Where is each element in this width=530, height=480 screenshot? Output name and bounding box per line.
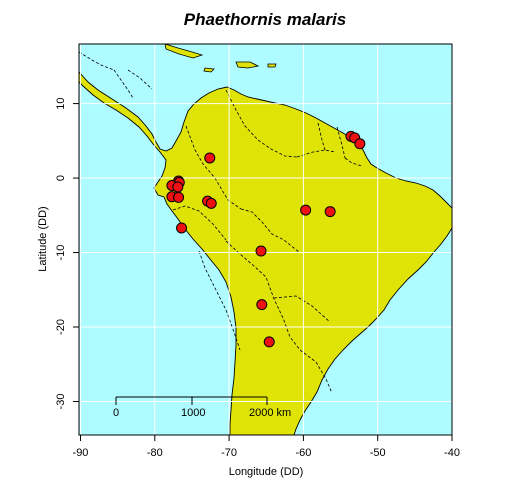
scale-label-1000: 1000 xyxy=(181,407,205,419)
scale-bar: 0 1000 2000 km xyxy=(113,396,291,419)
occurrence-point xyxy=(173,191,185,203)
occurrence-point xyxy=(324,206,336,218)
occurrence-point xyxy=(255,245,267,257)
occurrence-point xyxy=(205,197,217,209)
map-title: Phaethornis malaris xyxy=(183,10,347,29)
occurrence-point xyxy=(300,204,312,216)
y-tick-label: 0 xyxy=(55,175,67,181)
occurrence-point xyxy=(172,181,184,193)
x-tick-label: -40 xyxy=(444,447,460,459)
scale-label-2000: 2000 km xyxy=(249,407,291,419)
occurrence-point xyxy=(256,299,268,311)
grid-lines xyxy=(79,44,453,435)
caribbean-island-jamaica xyxy=(203,67,215,73)
y-tick-label: 10 xyxy=(55,97,67,109)
y-tick-label: -30 xyxy=(55,394,67,410)
occurrence-points xyxy=(166,130,366,348)
y-axis: 10 0 -10 -20 -30 xyxy=(55,97,79,409)
occurrence-point xyxy=(354,138,366,150)
x-axis: -90 -80 -70 -60 -50 -40 xyxy=(73,435,460,459)
occurrence-point xyxy=(263,336,275,348)
y-tick-label: -20 xyxy=(55,319,67,335)
x-tick-label: -60 xyxy=(295,447,311,459)
y-axis-title: Latitude (DD) xyxy=(37,206,49,271)
occurrence-point xyxy=(176,222,188,234)
x-tick-label: -70 xyxy=(221,447,237,459)
scale-label-0: 0 xyxy=(113,407,119,419)
x-tick-label: -80 xyxy=(147,447,163,459)
plot-frame xyxy=(78,43,453,436)
caribbean-island-hispaniola xyxy=(235,61,260,69)
y-tick-label: -10 xyxy=(55,245,67,261)
caribbean-island-cuba xyxy=(164,44,204,59)
x-tick-label: -50 xyxy=(370,447,386,459)
x-axis-title: Longitude (DD) xyxy=(229,466,304,478)
x-tick-label: -90 xyxy=(73,447,89,459)
occurrence-point xyxy=(204,152,216,164)
caribbean-island-puerto-rico xyxy=(267,63,277,68)
landmass-americas xyxy=(79,44,452,435)
